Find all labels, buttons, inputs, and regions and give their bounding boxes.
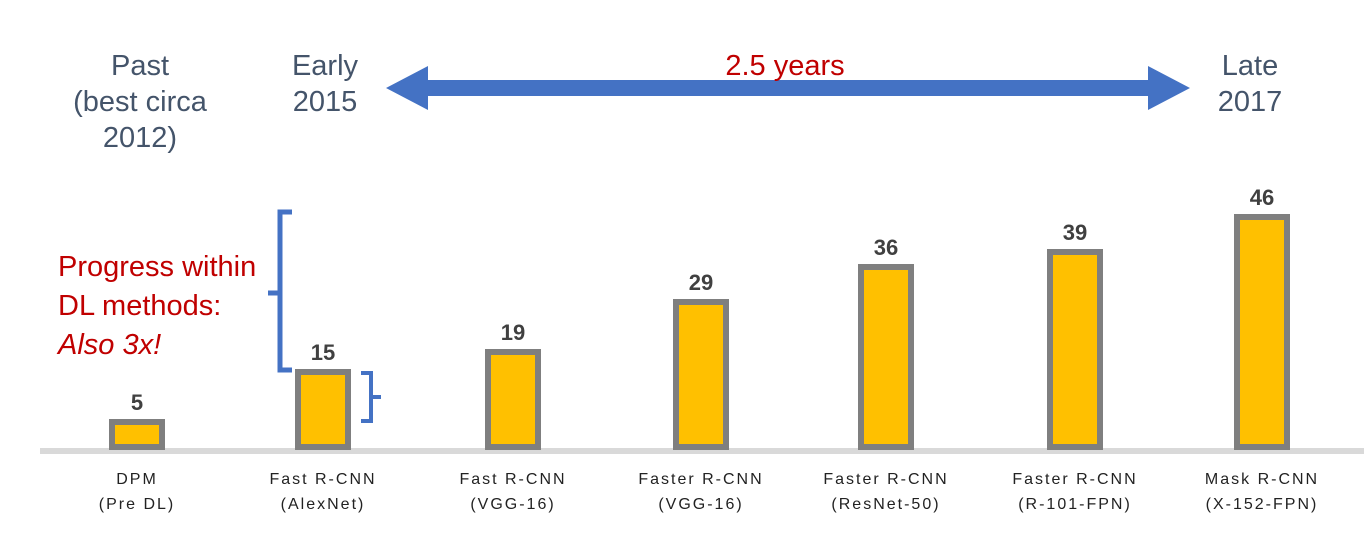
data-label: 29	[689, 270, 713, 295]
timeline-range-label: 2.5 years	[725, 50, 845, 82]
header-late-line2: 2017	[1217, 86, 1283, 118]
header-early-line1: Early	[291, 50, 359, 82]
data-label: 19	[501, 320, 525, 345]
category-label-line: (Pre DL)	[98, 496, 176, 513]
progress-braces	[268, 209, 381, 423]
bars	[109, 214, 1290, 450]
header-past-line3: 2012)	[102, 122, 178, 154]
header-late: Late 2017	[1195, 48, 1305, 120]
data-labels: 5 15 19 29 36 39 46	[131, 185, 1274, 415]
category-label: Fast R-CNN (AlexNet)	[233, 467, 413, 517]
header-past-line2: (best circa	[73, 86, 207, 118]
bar	[673, 299, 729, 450]
category-label-line: Fast R-CNN	[269, 471, 377, 488]
header-past-line1: Past	[110, 50, 170, 82]
category-label: Mask R-CNN (X-152-FPN)	[1172, 467, 1352, 517]
category-label-line: Mask R-CNN	[1204, 471, 1320, 488]
category-label: DPM (Pre DL)	[47, 467, 227, 517]
data-label: 39	[1063, 220, 1087, 245]
category-label: Faster R-CNN (ResNet-50)	[796, 467, 976, 517]
bar	[858, 264, 914, 450]
bar	[1234, 214, 1290, 450]
progress-line3: Also 3x!	[58, 329, 162, 361]
progress-line1: Progress within	[58, 251, 257, 283]
bar	[109, 419, 165, 450]
header-late-line1: Late	[1221, 50, 1279, 82]
progress-line2: DL methods:	[58, 290, 222, 322]
category-label-line: (VGG-16)	[470, 496, 556, 513]
timeline-arrow	[386, 66, 1190, 110]
category-label-line: Faster R-CNN	[823, 471, 949, 488]
category-label-line: (R-101-FPN)	[1018, 496, 1132, 513]
category-label-line: DPM	[116, 471, 158, 488]
category-label-line: Faster R-CNN	[1012, 471, 1138, 488]
header-past: Past (best circa 2012)	[60, 48, 220, 156]
timeline-double-arrow	[386, 66, 1190, 110]
header-early: Early 2015	[270, 48, 380, 120]
category-label-line: Faster R-CNN	[638, 471, 764, 488]
data-label: 36	[874, 235, 898, 260]
bar	[295, 369, 351, 450]
data-label: 46	[1250, 185, 1274, 210]
bar	[1047, 249, 1103, 450]
category-label-line: (X-152-FPN)	[1205, 496, 1319, 513]
bar	[485, 349, 541, 450]
progress-annotation: Progress within DL methods: Also 3x!	[58, 248, 256, 365]
category-label: Faster R-CNN (R-101-FPN)	[985, 467, 1165, 517]
data-label: 5	[131, 390, 143, 415]
category-label-line: (AlexNet)	[280, 496, 366, 513]
data-label: 15	[311, 340, 335, 365]
category-label-line: (VGG-16)	[658, 496, 744, 513]
header-early-line2: 2015	[292, 86, 358, 118]
category-label: Faster R-CNN (VGG-16)	[611, 467, 791, 517]
category-label-line: Fast R-CNN	[459, 471, 567, 488]
category-label: Fast R-CNN (VGG-16)	[423, 467, 603, 517]
category-label-line: (ResNet-50)	[831, 496, 941, 513]
large-brace	[268, 209, 292, 373]
small-brace	[361, 371, 381, 423]
